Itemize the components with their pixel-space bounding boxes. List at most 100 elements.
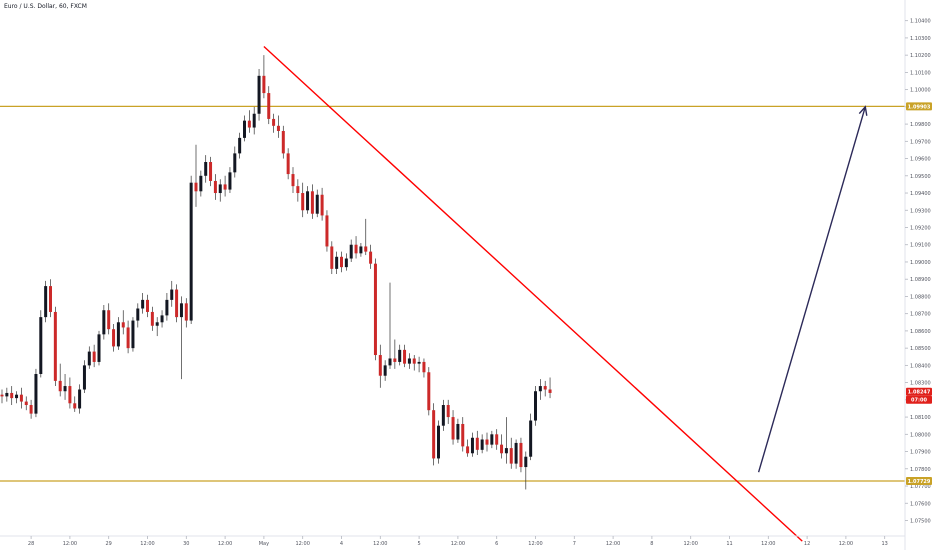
x-tick-label: 13 [882, 541, 888, 547]
candle [359, 243, 363, 257]
candle [470, 432, 474, 457]
y-tick-label: 1.07800 [910, 467, 931, 473]
candle [150, 306, 154, 331]
candles-group [0, 55, 552, 490]
candle [136, 303, 140, 328]
y-tick-label: 1.10400 [910, 19, 931, 25]
candle [49, 279, 52, 318]
candle [247, 110, 251, 133]
x-tick-label: 12:00 [373, 541, 387, 547]
candle [364, 218, 368, 256]
candle [267, 86, 271, 125]
y-tick-label: 1.08000 [910, 432, 931, 438]
candle [194, 144, 198, 207]
candle [276, 115, 280, 138]
candle [165, 292, 169, 321]
time-axis[interactable]: 28 12:00 29 12:00 30 12:00 May 12:00 4 12:00 5 12:0… [28, 536, 888, 547]
level-0-badge-label: 1.09903 [908, 104, 931, 110]
x-tick-label: 12:00 [528, 541, 542, 547]
y-tick-label: 1.07900 [910, 450, 931, 456]
y-tick-label: 1.09300 [910, 208, 931, 214]
projection-arrow[interactable] [757, 106, 866, 473]
candle [301, 182, 305, 218]
candle [378, 344, 382, 388]
candle [320, 187, 324, 221]
candle [5, 387, 9, 402]
candle [349, 239, 353, 262]
candle [53, 306, 57, 387]
candle [73, 396, 77, 412]
level-1-badge [906, 477, 932, 486]
candle [29, 399, 33, 419]
x-tick-label: 5 [418, 541, 421, 547]
y-tick-label: 1.08900 [910, 277, 931, 283]
candle [10, 386, 14, 406]
candle [340, 251, 343, 273]
y-tick-label: 1.09700 [910, 139, 931, 145]
candle [160, 310, 164, 328]
candle [179, 296, 183, 380]
candle [189, 175, 193, 325]
y-tick-label: 1.10100 [910, 70, 931, 76]
x-tick-label: 7 [573, 541, 576, 547]
y-tick-label: 1.08300 [910, 381, 931, 387]
candle [209, 156, 213, 187]
x-tick-label: 12:00 [451, 541, 465, 547]
candle [87, 346, 91, 369]
candle [543, 380, 547, 397]
candle [15, 391, 19, 404]
candle [441, 399, 445, 431]
candle [529, 413, 533, 461]
candle [68, 377, 72, 409]
candle [233, 146, 237, 178]
candle [373, 258, 377, 361]
x-tick-label: 12:00 [683, 541, 697, 547]
candle [393, 339, 397, 369]
price-axis[interactable]: 1.10400 1.10300 1.10200 1.10100 1.10000 1.099… [905, 19, 931, 525]
y-tick-label: 1.09000 [910, 260, 931, 266]
candle [504, 417, 508, 464]
y-tick-label: 1.10200 [910, 53, 931, 59]
y-tick-label: 1.09400 [910, 191, 931, 197]
candle [78, 384, 82, 414]
x-tick-label: 12:00 [761, 541, 775, 547]
candle [456, 418, 460, 443]
candle [121, 310, 125, 335]
candle [296, 179, 300, 202]
candle [184, 298, 188, 328]
countdown-badge-label: 07:00 [911, 398, 927, 404]
candle [500, 434, 504, 459]
trendline[interactable] [263, 46, 803, 542]
x-tick-label: 12:00 [63, 541, 77, 547]
candle [538, 379, 542, 400]
candle [238, 132, 242, 159]
candle [509, 437, 513, 469]
candle [412, 355, 416, 371]
candle [437, 420, 440, 464]
candle [262, 55, 266, 99]
candle [325, 210, 329, 252]
candle [354, 236, 358, 259]
candle [252, 106, 256, 135]
current-price-badge-label: 1.08247 [908, 390, 931, 396]
candle [403, 344, 407, 368]
candle [272, 113, 276, 133]
candle [524, 451, 528, 490]
price-badges-group: 1.09903 1.07729 1.08247 07:00 [906, 102, 932, 486]
candle [107, 303, 111, 335]
x-tick-label: May [259, 541, 269, 547]
y-tick-label: 1.10000 [910, 88, 931, 94]
candle [461, 417, 465, 452]
candle [407, 353, 411, 369]
candle [427, 367, 431, 416]
y-tick-label: 1.08100 [910, 415, 931, 421]
y-tick-label: 1.08800 [910, 294, 931, 300]
candle [446, 399, 450, 424]
y-tick-label: 1.07700 [910, 484, 931, 490]
candle [369, 244, 373, 269]
candle [432, 403, 436, 466]
candle [223, 175, 227, 197]
candle [383, 360, 387, 381]
